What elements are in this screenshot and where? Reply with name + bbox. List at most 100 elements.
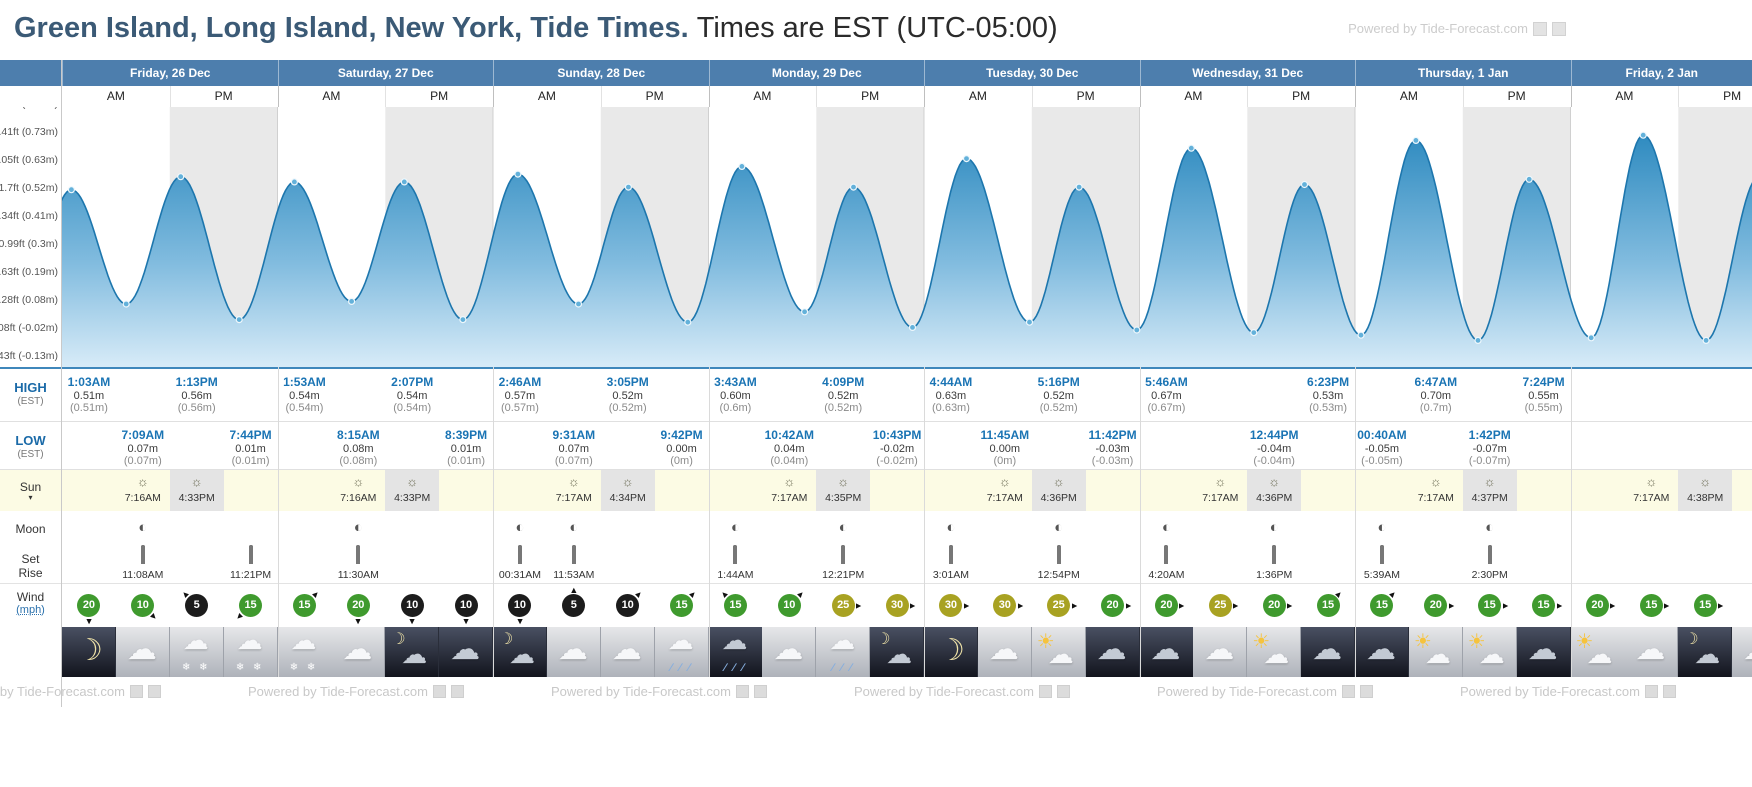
wind-badge: 30 ▲: [978, 584, 1032, 627]
sunset-icon: ☼: [1699, 474, 1712, 489]
day-header-8[interactable]: Friday, 2 Jan: [1570, 60, 1752, 86]
tide-height-alt: (0.07m): [123, 455, 162, 467]
footer-watermark-link[interactable]: Powered by Tide-Forecast.com: [1460, 684, 1676, 699]
moon-set-rise-entry: 11:30AM: [331, 545, 385, 581]
day-header-5[interactable]: Tuesday, 30 Dec: [924, 60, 1140, 86]
high-tide-entry: 1:13PM 0.56m (0.56m): [157, 375, 237, 414]
sunrise-time: 7:17AM: [1633, 492, 1670, 504]
moon-rise-set-time: 11:08AM: [122, 569, 164, 581]
footer-watermark-link[interactable]: Powered by Tide-Forecast.com: [0, 684, 161, 699]
moon-icon: ☽: [499, 631, 514, 648]
weather-tile: ☽: [62, 627, 116, 677]
wind-speed: 5: [562, 594, 586, 617]
watermark-badge-icon: [1644, 685, 1658, 698]
footer-watermarks: Powered by Tide-Forecast.com Powered by T…: [0, 677, 1752, 707]
wind-direction-arrow: ▲: [84, 616, 94, 627]
tide-extreme-dot: [624, 183, 633, 191]
low-tide-entry: 9:31AM 0.07m (0.07m): [534, 428, 614, 467]
tide-extreme-dot: [908, 323, 917, 331]
sunrise-icon: ☼: [567, 474, 580, 489]
moon-rise-set-icon: [517, 545, 522, 564]
moon-rise-set-icon: [1487, 545, 1492, 564]
tide-time: 7:24PM: [1522, 375, 1565, 389]
weather-tile: ☽: [924, 627, 978, 677]
tide-extreme-dot: [1525, 175, 1533, 183]
tide-height-alt: (0.07m): [554, 455, 593, 467]
moon-set-rise-entry: 1:44AM: [708, 545, 762, 581]
moon-phase-icon: ◐: [569, 519, 579, 536]
footer-watermark-link[interactable]: Powered by Tide-Forecast.com: [854, 684, 1070, 699]
sunrise-icon: ☼: [136, 474, 149, 489]
watermark-badge-icon: [1056, 685, 1070, 698]
sunset-icon: ☼: [1052, 474, 1065, 489]
sun-icon: ☀: [1575, 631, 1594, 653]
tide-time: 1:03AM: [67, 375, 111, 389]
moon-phase-icon: ◐: [1269, 519, 1279, 536]
cloud-icon: ☁: [509, 639, 535, 669]
sunset-icon: ☼: [406, 474, 419, 489]
day-header-7[interactable]: Thursday, 1 Jan: [1355, 60, 1571, 86]
top-watermark-link[interactable]: Powered by Tide-Forecast.com: [1348, 21, 1566, 36]
wind-badge: 5 ▲: [170, 584, 224, 627]
day-header-2[interactable]: Saturday, 27 Dec: [277, 60, 494, 86]
low-tide-entry: 7:09AM 0.07m (0.07m): [103, 428, 183, 467]
tide-time: 9:31AM: [552, 428, 596, 442]
wind-speed: 10: [616, 594, 640, 617]
wind-speed: 10: [508, 594, 532, 617]
day-header-3[interactable]: Sunday, 28 Dec: [493, 60, 709, 86]
weather-tile: ☁: [1516, 627, 1571, 677]
am-label: AM: [753, 89, 772, 103]
watermark-badge-icon: [1359, 685, 1373, 698]
wind-unit-link[interactable]: (mph): [16, 604, 45, 616]
half-day-divider: [169, 86, 171, 107]
half-day-divider: [385, 86, 387, 107]
wind-speed: 5: [185, 594, 209, 617]
sunset-icon: ☼: [621, 474, 634, 489]
moon-icon: ☽: [938, 634, 965, 667]
y-axis-label: -0.43ft (-0.13m): [0, 350, 58, 362]
wind-direction-arrow: ▲: [515, 616, 525, 627]
tide-time: 6:23PM: [1307, 375, 1350, 389]
moon-set-rise-entry: 12:54PM: [1032, 545, 1086, 581]
moon-phase-icon: ◐: [1161, 519, 1171, 536]
sunrise-icon: ☼: [1214, 474, 1227, 489]
low-tide-entry: 11:42PM -0.03m (-0.03m): [1073, 428, 1153, 467]
day-grid-line: [277, 367, 279, 677]
pm-label: PM: [214, 89, 233, 103]
tide-time: 10:42AM: [764, 428, 814, 442]
tide-height-alt: (0.7m): [1419, 402, 1452, 414]
tide-height: 0.56m: [181, 390, 212, 402]
low-tide-entry: 10:43PM -0.02m (-0.02m): [857, 428, 937, 467]
tide-extreme-dot: [1133, 326, 1141, 334]
y-axis-label: 0.99ft (0.3m): [0, 238, 58, 250]
tide-extreme-dot: [849, 183, 858, 191]
day-header-6[interactable]: Wednesday, 31 Dec: [1139, 60, 1356, 86]
tide-time: 5:16PM: [1037, 375, 1080, 389]
sunrise-time: 7:17AM: [1202, 492, 1239, 504]
tide-extreme-dot: [1357, 331, 1365, 339]
tide-time: 10:43PM: [872, 428, 922, 442]
tide-height-alt: (0m): [993, 455, 1017, 467]
rain-icon: ∕ ∕ ∕: [724, 662, 746, 674]
day-header-1[interactable]: Friday, 26 Dec: [62, 60, 278, 86]
tide-height-alt: (-0.02m): [876, 455, 918, 467]
sunset-time: 4:33PM: [178, 492, 215, 504]
wind-badge: 10 ▲: [385, 584, 439, 627]
weather-tile: ☀ ☁: [1570, 627, 1625, 677]
high-tide-row: 1:03AM 0.51m (0.51m) 1:13PM 0.56m (0.56m) 1:53…: [0, 367, 1752, 421]
day-grid-line: [924, 367, 925, 677]
wind-badge: 10 ▲: [439, 584, 493, 627]
footer-watermark-link[interactable]: Powered by Tide-Forecast.com: [1157, 684, 1373, 699]
tide-extreme-dot: [1187, 144, 1195, 152]
wind-badge: 15 ▲: [1355, 584, 1409, 627]
footer-watermark-link[interactable]: Powered by Tide-Forecast.com: [248, 684, 464, 699]
wind-badge: 15 ▲: [1463, 584, 1517, 627]
footer-watermark-link[interactable]: Powered by Tide-Forecast.com: [551, 684, 767, 699]
day-divider: [708, 86, 710, 107]
sunset-icon: ☼: [190, 474, 203, 489]
half-day-divider: [1031, 86, 1033, 107]
y-axis-label: -0.08ft (-0.02m): [0, 322, 58, 334]
day-header-4[interactable]: Monday, 29 Dec: [708, 60, 925, 86]
moon-rise-set-time: 12:21PM: [822, 569, 865, 581]
tide-height: 0.07m: [127, 443, 159, 455]
